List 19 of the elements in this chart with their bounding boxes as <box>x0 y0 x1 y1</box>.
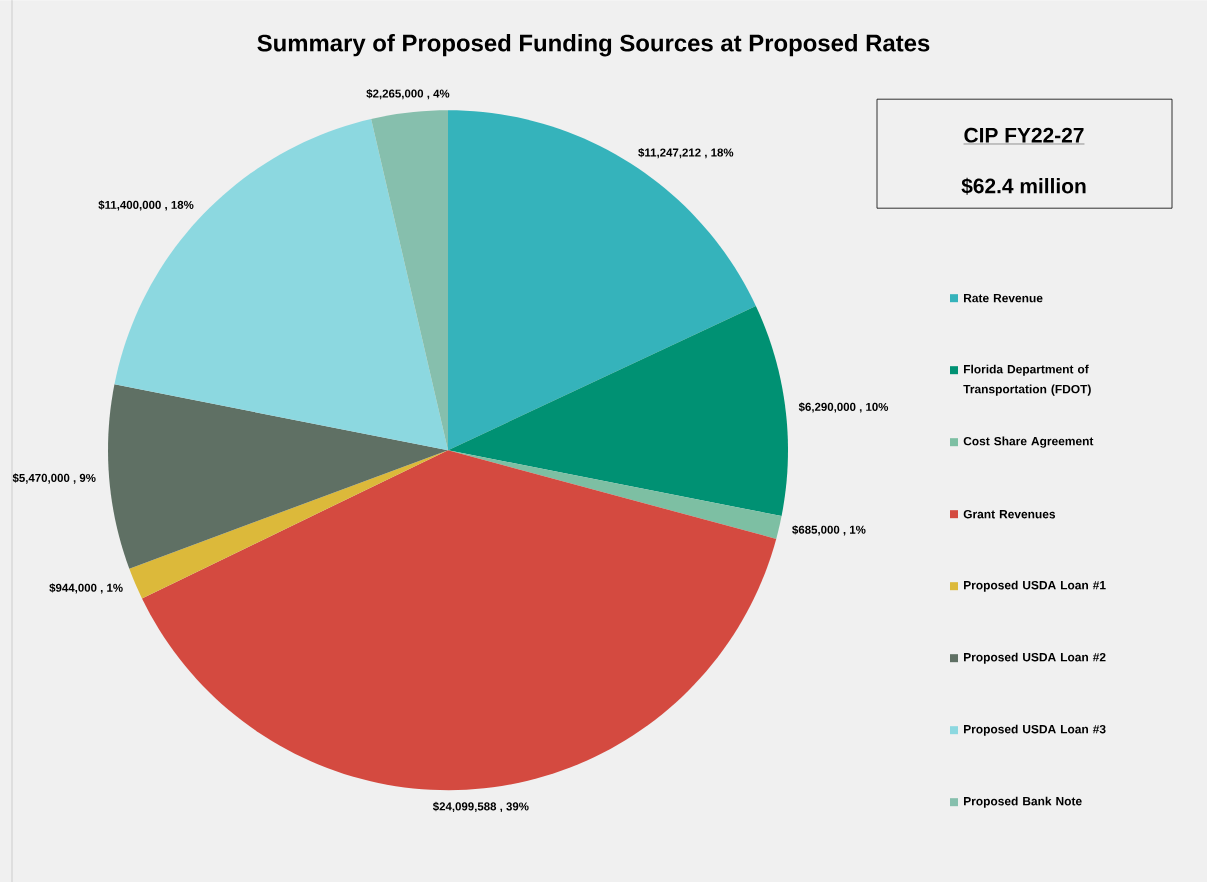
data-label: $24,099,588 , 39% <box>432 801 529 812</box>
legend-label: Proposed Bank Note <box>964 796 1082 808</box>
data-label: $944,000 , 1% <box>49 583 123 594</box>
text: $62.4 million <box>961 177 1086 195</box>
chart-title: Summary of Proposed Funding Sources at Proposed Rates <box>257 33 930 57</box>
legend-label: Grant Revenues <box>963 509 1056 519</box>
legend-label: Rate Revenue <box>964 293 1043 303</box>
legend-label: Proposed USDA Loan #2 <box>964 652 1106 664</box>
data-label: $2,265,000 , 4% <box>366 88 450 100</box>
data-label: $6,290,000 , 10% <box>798 402 889 413</box>
legend-label: Proposed USDA Loan #1 <box>964 580 1106 592</box>
text: CIP FY22-27 <box>964 127 1084 143</box>
legend-label: Florida Department of Transportation (FDOT) <box>963 364 1091 396</box>
legend-label: Proposed USDA Loan #3 <box>964 724 1106 736</box>
data-label: $5,470,000 , 9% <box>12 473 96 484</box>
legend-label: Cost Share Agreement <box>963 436 1094 448</box>
data-label: $11,247,212 , 18% <box>638 147 734 159</box>
data-label: $11,400,000 , 18% <box>98 200 194 211</box>
data-label: $685,000 , 1% <box>792 524 866 536</box>
